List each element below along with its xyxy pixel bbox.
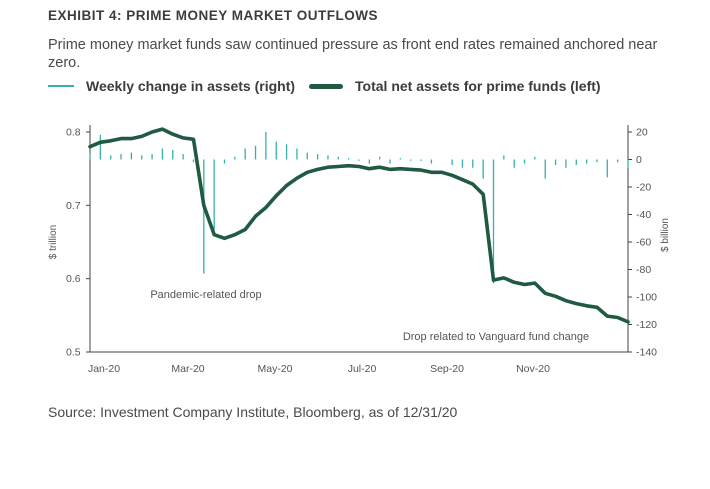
legend-swatch-weekly <box>48 85 74 87</box>
legend-item-total: Total net assets for prime funds (left) <box>309 78 601 94</box>
left-tick-label: 0.6 <box>66 273 81 285</box>
x-tick-label: Mar-20 <box>171 363 204 375</box>
chart-title: EXHIBIT 4: PRIME MONEY MARKET OUTFLOWS <box>48 8 379 23</box>
right-tick-label: -80 <box>636 264 651 276</box>
legend-label-total: Total net assets for prime funds (left) <box>355 78 601 94</box>
x-tick-label: May-20 <box>257 363 292 375</box>
left-tick-label: 0.5 <box>66 347 81 359</box>
right-tick-label: -40 <box>636 209 651 221</box>
x-tick-label: Sep-20 <box>430 363 464 375</box>
legend-swatch-total <box>309 83 344 89</box>
right-tick-label: -20 <box>636 182 651 194</box>
total-net-assets-line <box>88 127 630 324</box>
legend-label-weekly: Weekly change in assets (right) <box>86 78 296 94</box>
left-tick-label: 0.7 <box>66 200 81 212</box>
right-tick-label: -140 <box>636 347 657 359</box>
x-tick-label: Nov-20 <box>516 363 550 375</box>
chart-subtitle: Prime money market funds saw continued p… <box>48 37 658 71</box>
right-tick-label: 20 <box>636 127 648 139</box>
right-tick-label: -100 <box>636 292 657 304</box>
chart-canvas: 0.5 0.6 0.7 0.8 20 0 -20 -40 -60 -80 -100 -120 -140 $… <box>48 125 671 375</box>
legend: Weekly change in assets (right) Total ne… <box>48 78 615 94</box>
x-tick-label: Jan-20 <box>88 363 120 375</box>
annotation-pandemic-drop: Pandemic-related drop <box>150 289 261 301</box>
legend-item-weekly: Weekly change in assets (right) <box>48 78 295 94</box>
right-axis-title: $ billion <box>660 218 671 252</box>
x-tick-label: Jul-20 <box>348 363 377 375</box>
right-tick-label: -60 <box>636 237 651 249</box>
annotation-vanguard-drop: Drop related to Vanguard fund change <box>403 331 589 343</box>
left-axis-title: $ trillion <box>48 225 59 259</box>
source-note: Source: Investment Company Institute, Bl… <box>48 404 458 420</box>
right-tick-label: 0 <box>636 154 642 166</box>
right-tick-label: -120 <box>636 319 657 331</box>
left-tick-label: 0.8 <box>66 127 81 139</box>
